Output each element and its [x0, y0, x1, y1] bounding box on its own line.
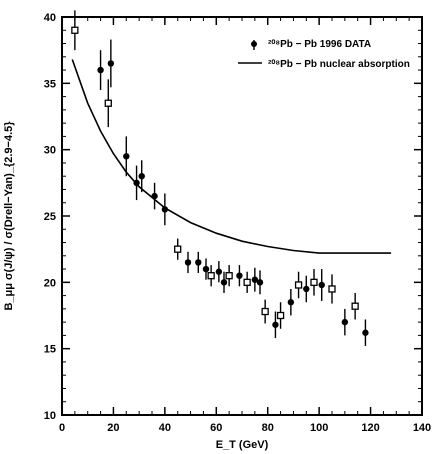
data-point-filled [215, 268, 223, 275]
data-point-open [225, 272, 233, 280]
data-point-filled [161, 206, 169, 213]
x-tick-label: 140 [413, 422, 431, 434]
data-point-filled [220, 279, 228, 286]
legend-label-data: ²⁰⁸Pb − Pb 1996 DATA [268, 39, 371, 50]
data-point-filled [123, 153, 130, 160]
legend-point [251, 41, 257, 47]
x-tick-label: 0 [59, 422, 65, 434]
points-layer [71, 10, 369, 347]
data-point-open [261, 307, 269, 316]
data-point-filled [362, 329, 369, 336]
data-point-open [243, 278, 251, 286]
data-point-filled [287, 299, 295, 306]
y-tick-label: 30 [44, 145, 56, 157]
data-point-open [174, 245, 182, 253]
curve-layer [71, 59, 392, 254]
data-point-filled [318, 281, 325, 289]
data-point-filled [251, 276, 259, 283]
data-point-open [328, 285, 336, 293]
data-point-filled [272, 321, 279, 328]
x-axis-label: E_T (GeV) [216, 439, 269, 451]
data-point-filled [236, 272, 243, 279]
data-point-open [71, 26, 79, 34]
x-tick-label: 60 [210, 422, 222, 434]
data-point-open [310, 278, 318, 286]
data-point-filled [107, 60, 115, 67]
data-point-filled [184, 259, 192, 266]
data-point-filled [202, 265, 210, 273]
ticks-layer: 0 20 40 60 80 100 120 140 10 15 20 25 30 35 40 [44, 12, 431, 434]
y-tick-label: 40 [44, 12, 56, 24]
y-tick-label: 15 [44, 344, 56, 356]
x-tick-label: 80 [262, 422, 274, 434]
data-point-filled [151, 192, 158, 200]
data-point-open [294, 281, 303, 289]
y-axis-label: B_μμ σ(J/ψ) / σ(Drell−Yan)_{2.9−4.5} [3, 121, 15, 311]
data-point-filled [138, 173, 145, 180]
y-tick-label: 20 [44, 277, 56, 289]
data-point-filled [133, 179, 140, 187]
legend: ²⁰⁸Pb − Pb 1996 DATA ²⁰⁸Pb − Pb nuclear … [238, 39, 410, 70]
data-point-filled [195, 259, 202, 266]
x-tick-label: 20 [107, 422, 119, 434]
data-point-open [104, 99, 112, 107]
data-point-filled [303, 285, 310, 293]
data-point-filled [341, 318, 349, 326]
y-tick-label: 10 [44, 410, 56, 422]
x-tick-label: 40 [159, 422, 171, 434]
x-tick-label: 100 [310, 422, 328, 434]
y-tick-label: 35 [44, 78, 56, 90]
data-point-open [276, 311, 285, 320]
legend-label-absorption: ²⁰⁸Pb − Pb nuclear absorption [268, 59, 410, 70]
plot-frame [61, 16, 423, 416]
data-point-open [207, 272, 215, 280]
absorption-curve [71, 59, 392, 254]
data-point-filled [256, 279, 264, 286]
x-tick-label: 120 [361, 422, 379, 434]
y-tick-label: 25 [44, 211, 56, 223]
legend-marker-filled-circle [251, 40, 257, 50]
data-point-open [351, 302, 359, 310]
data-point-filled [97, 66, 104, 74]
